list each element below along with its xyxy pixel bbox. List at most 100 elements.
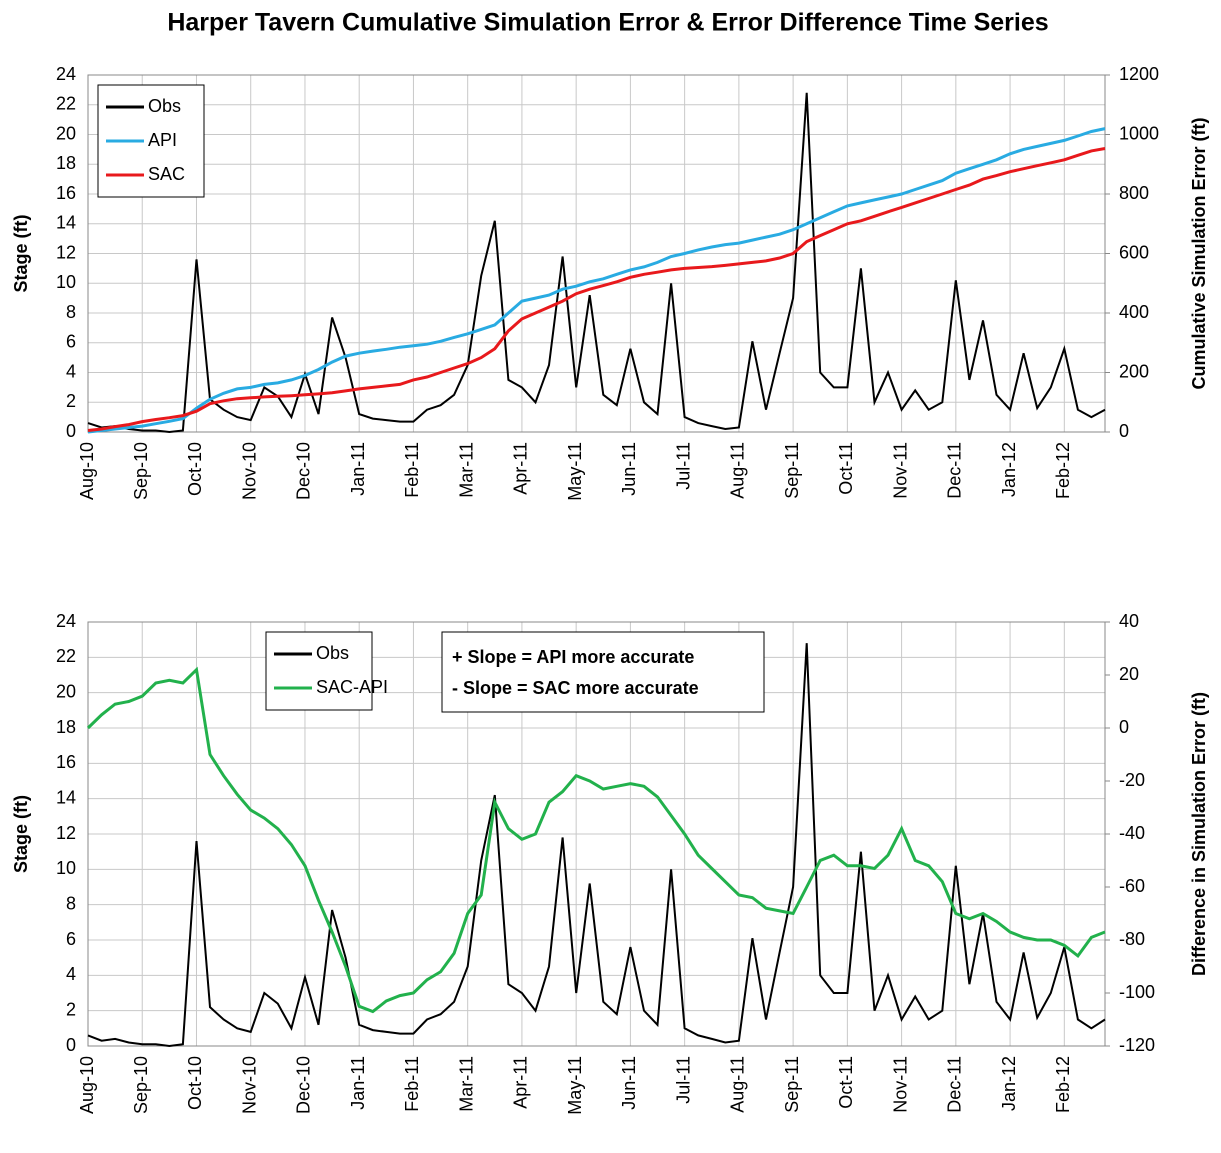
series-line xyxy=(86,666,1106,1014)
x-tick-label: Nov-11 xyxy=(890,442,910,499)
x-tick-label: Oct-11 xyxy=(836,1056,856,1109)
x-tick-label: Apr-11 xyxy=(511,1056,531,1109)
y-tick-label: 24 xyxy=(56,64,76,84)
y-axis-title: Stage (ft) xyxy=(11,795,31,873)
plot-frame xyxy=(87,621,1106,1047)
x-tick-label: Mar-11 xyxy=(456,442,476,498)
y-tick-label: 14 xyxy=(56,787,76,807)
y-tick-label: 20 xyxy=(56,123,76,143)
y-tick-label: 8 xyxy=(66,893,76,913)
x-tick-label: Feb-11 xyxy=(402,1056,422,1112)
x-tick-label: Sep-10 xyxy=(131,1056,151,1114)
x-tick-label: Jan-12 xyxy=(999,1056,1019,1111)
x-tick-label: Jul-11 xyxy=(673,1056,693,1104)
x-tick-label: Apr-11 xyxy=(511,442,531,495)
y2-axis-title: Difference in Simulation Error (ft) xyxy=(1189,692,1209,976)
x-tick-label: Sep-11 xyxy=(782,442,802,499)
series-line xyxy=(87,127,1106,434)
x-tick-label: Dec-10 xyxy=(294,1056,314,1114)
y2-tick-label: 0 xyxy=(1119,717,1129,737)
x-tick-label: Oct-10 xyxy=(185,1056,205,1110)
x-tick-label: Aug-11 xyxy=(728,1056,748,1113)
y-tick-label: 10 xyxy=(56,272,76,292)
x-tick-label: Jan-11 xyxy=(348,1056,368,1110)
y-tick-label: 16 xyxy=(56,183,76,203)
x-tick-label: May-11 xyxy=(565,442,585,501)
y2-tick-label: -120 xyxy=(1119,1035,1155,1055)
y2-tick-label: -60 xyxy=(1119,876,1145,896)
y-axis-title: Stage (ft) xyxy=(11,215,31,293)
y2-tick-label: 200 xyxy=(1119,361,1149,381)
annotation: - Slope = SAC more accurate xyxy=(452,678,699,698)
y2-tick-label: 1200 xyxy=(1119,64,1159,84)
series-line xyxy=(87,92,1106,434)
x-tick-label: Sep-10 xyxy=(131,442,151,500)
x-tick-label: Jun-11 xyxy=(619,1056,639,1110)
y2-axis-title: Cumulative Simulation Error (ft) xyxy=(1189,117,1209,389)
x-tick-label: Jan-11 xyxy=(348,442,368,496)
y-tick-label: 4 xyxy=(66,964,76,984)
x-tick-label: Aug-11 xyxy=(728,442,748,499)
y-tick-label: 12 xyxy=(56,823,76,843)
y-tick-label: 18 xyxy=(56,717,76,737)
y2-tick-label: 40 xyxy=(1119,611,1139,631)
y-tick-label: 24 xyxy=(56,611,76,631)
y-tick-label: 6 xyxy=(66,332,76,352)
y-tick-label: 14 xyxy=(56,213,76,233)
legend-label: Obs xyxy=(148,96,181,116)
x-tick-label: Feb-12 xyxy=(1053,1056,1073,1113)
x-tick-label: Jan-12 xyxy=(999,442,1019,497)
x-tick-label: Jul-11 xyxy=(673,442,693,490)
y2-tick-label: -40 xyxy=(1119,823,1145,843)
x-tick-label: Dec-11 xyxy=(945,1056,965,1113)
x-tick-label: Dec-10 xyxy=(294,442,314,500)
x-tick-label: May-11 xyxy=(565,1056,585,1115)
x-tick-label: Nov-10 xyxy=(239,1056,259,1114)
x-tick-label: Feb-11 xyxy=(402,442,422,498)
y-tick-label: 20 xyxy=(56,681,76,701)
x-tick-label: Nov-10 xyxy=(239,442,259,500)
y-tick-label: 10 xyxy=(56,858,76,878)
y-tick-label: 16 xyxy=(56,752,76,772)
y-tick-label: 0 xyxy=(66,421,76,441)
plot-frame xyxy=(87,74,1106,433)
y-tick-label: 4 xyxy=(66,361,76,381)
y2-tick-label: 0 xyxy=(1119,421,1129,441)
x-tick-label: Nov-11 xyxy=(890,1056,910,1113)
y-tick-label: 18 xyxy=(56,153,76,173)
y2-tick-label: 1000 xyxy=(1119,123,1159,143)
legend-label: SAC xyxy=(148,164,185,184)
y-tick-label: 22 xyxy=(56,94,76,114)
y2-tick-label: -80 xyxy=(1119,929,1145,949)
legend-label: Obs xyxy=(316,643,349,663)
legend-label: SAC-API xyxy=(316,677,388,697)
x-tick-label: Oct-10 xyxy=(185,442,205,496)
y2-tick-label: 20 xyxy=(1119,664,1139,684)
series-line xyxy=(87,147,1106,432)
legend-label: API xyxy=(148,130,177,150)
annotation-box xyxy=(441,631,765,713)
x-tick-label: Aug-10 xyxy=(77,442,97,500)
y-tick-label: 12 xyxy=(56,242,76,262)
series-line xyxy=(87,643,1106,1048)
y2-tick-label: 400 xyxy=(1119,302,1149,322)
annotation: + Slope = API more accurate xyxy=(452,647,694,667)
y-tick-label: 8 xyxy=(66,302,76,322)
y2-tick-label: 600 xyxy=(1119,242,1149,262)
y-tick-label: 2 xyxy=(66,999,76,1019)
x-tick-label: Dec-11 xyxy=(945,442,965,499)
x-tick-label: Feb-12 xyxy=(1053,442,1073,499)
y-tick-label: 0 xyxy=(66,1035,76,1055)
y2-tick-label: 800 xyxy=(1119,183,1149,203)
y2-tick-label: -20 xyxy=(1119,770,1145,790)
y-tick-label: 22 xyxy=(56,646,76,666)
x-tick-label: Oct-11 xyxy=(836,442,856,495)
x-tick-label: Jun-11 xyxy=(619,442,639,496)
legend-box xyxy=(265,631,373,711)
y-tick-label: 2 xyxy=(66,391,76,411)
x-tick-label: Aug-10 xyxy=(77,1056,97,1114)
x-tick-label: Sep-11 xyxy=(782,1056,802,1113)
x-tick-label: Mar-11 xyxy=(456,1056,476,1112)
chart-title: Harper Tavern Cumulative Simulation Erro… xyxy=(167,9,1048,37)
